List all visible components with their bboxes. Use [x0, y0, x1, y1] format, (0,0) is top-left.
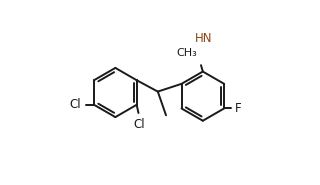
Text: CH₃: CH₃	[177, 48, 197, 58]
Text: HN: HN	[195, 32, 212, 45]
Text: F: F	[235, 102, 242, 115]
Text: Cl: Cl	[70, 98, 81, 111]
Text: Cl: Cl	[133, 118, 145, 132]
